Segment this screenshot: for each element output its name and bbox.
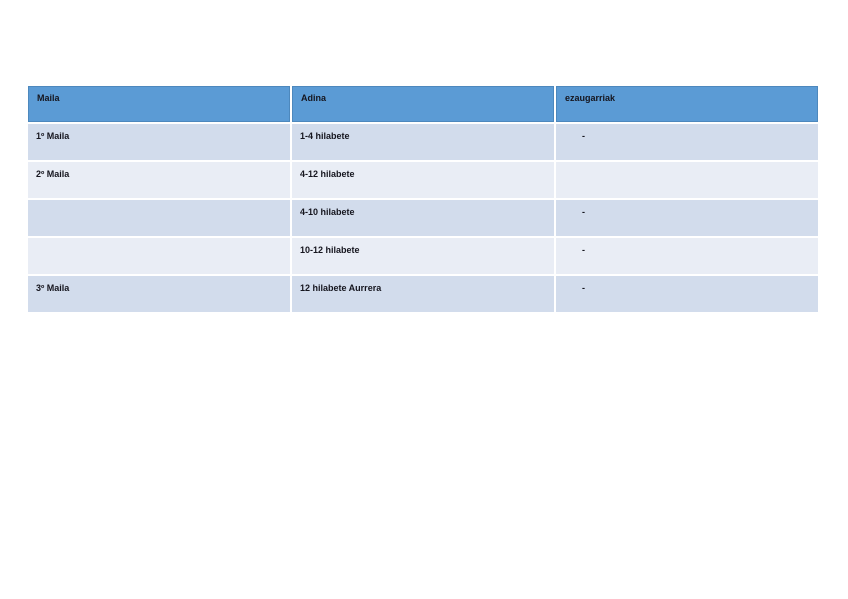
- table-cell-adina: 10-12 hilabete: [292, 238, 554, 274]
- levels-table: Maila Adina ezaugarriak 1º Maila 1-4 hil…: [28, 86, 818, 312]
- table-cell-adina: 12 hilabete Aurrera: [292, 276, 554, 312]
- table-cell-adina: 4-10 hilabete: [292, 200, 554, 236]
- table-cell-maila: [28, 200, 290, 236]
- table-cell-maila: [28, 238, 290, 274]
- table-cell-ezaugarriak: -: [556, 276, 818, 312]
- table-cell-ezaugarriak: -: [556, 124, 818, 160]
- header-cell-ezaugarriak: ezaugarriak: [556, 86, 818, 122]
- header-cell-maila: Maila: [28, 86, 290, 122]
- table-cell-ezaugarriak: -: [556, 200, 818, 236]
- table-cell-adina: 4-12 hilabete: [292, 162, 554, 198]
- table-cell-ezaugarriak: [556, 162, 818, 198]
- table-cell-adina: 1-4 hilabete: [292, 124, 554, 160]
- table-cell-ezaugarriak: -: [556, 238, 818, 274]
- table-cell-maila: 3º Maila: [28, 276, 290, 312]
- header-cell-adina: Adina: [292, 86, 554, 122]
- table-cell-maila: 2º Maila: [28, 162, 290, 198]
- table-cell-maila: 1º Maila: [28, 124, 290, 160]
